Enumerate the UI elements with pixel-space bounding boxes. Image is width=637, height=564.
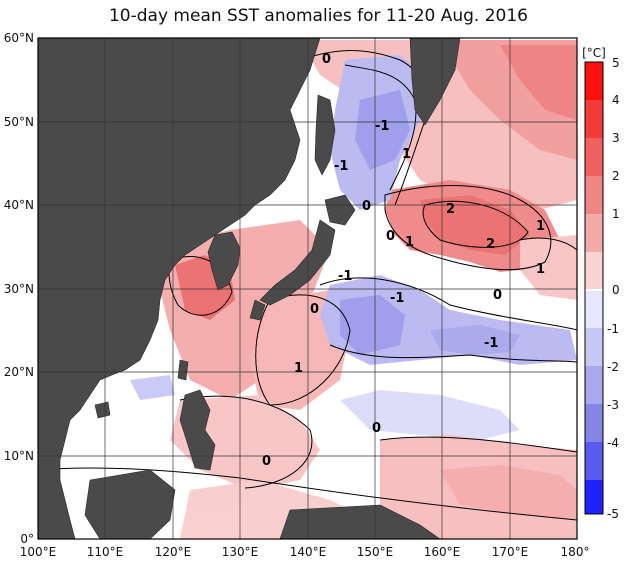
contour-label: 2 xyxy=(486,237,495,252)
lat-label: 50°N xyxy=(4,115,34,129)
contour-label: 1 xyxy=(405,235,414,250)
contour-label: 2 xyxy=(446,202,455,217)
colorbar-label: 3 xyxy=(612,131,620,145)
map-frame xyxy=(37,37,578,540)
lon-label: 100°E xyxy=(20,545,57,559)
colorbar-label: -2 xyxy=(607,360,619,374)
colorbar-label: -1 xyxy=(607,322,619,336)
contour-labels: 0 -1 -1 0 1 0 1 2 2 1 1 -1 0 -1 0 -1 1 0… xyxy=(262,52,545,469)
lat-label: 10°N xyxy=(4,449,34,463)
contour-label: -1 xyxy=(334,159,348,174)
contour-lines xyxy=(38,50,577,521)
map-area: 0 -1 -1 0 1 0 1 2 2 1 1 -1 0 -1 0 -1 1 0… xyxy=(38,38,577,539)
contour-label: -1 xyxy=(375,119,389,134)
contour-label: 0 xyxy=(262,454,271,469)
contour-label: 0 xyxy=(372,421,381,436)
contour-label: 1 xyxy=(294,361,303,376)
lon-label: 110°E xyxy=(87,545,124,559)
lon-label: 170°E xyxy=(492,545,529,559)
map-title: 10-day mean SST anomalies for 11-20 Aug.… xyxy=(108,6,528,26)
contour-label: 0 xyxy=(322,52,331,67)
contour-label: -1 xyxy=(484,336,498,351)
contour-label: 0 xyxy=(310,302,319,317)
colorbar-label: -4 xyxy=(607,436,619,450)
contour-label: 1 xyxy=(402,147,411,162)
colorbar-label: 2 xyxy=(612,169,620,183)
contour-label: -1 xyxy=(390,291,404,306)
lat-label: 60°N xyxy=(4,31,34,45)
anomaly-fields xyxy=(130,40,577,539)
lon-label: 160°E xyxy=(424,545,461,559)
lat-label: 20°N xyxy=(4,365,34,379)
colorbar-label: -3 xyxy=(607,398,619,412)
colorbar-label: 0 xyxy=(612,283,620,297)
longitude-labels: 100°E 110°E 120°E 130°E 140°E 150°E 160°… xyxy=(20,545,590,559)
colorbar-label: -5 xyxy=(607,507,619,521)
colorbar: [°C] 5 4 3 2 1 0 -1 -2 -3 -4 -5 xyxy=(582,46,620,521)
contour-label: 0 xyxy=(362,199,371,214)
contour-label: 1 xyxy=(536,219,545,234)
colorbar-label: 1 xyxy=(612,207,620,221)
lat-label: 0° xyxy=(20,532,34,546)
contour-label: -1 xyxy=(338,269,352,284)
grid-lines xyxy=(38,38,577,539)
lon-label: 130°E xyxy=(222,545,259,559)
lon-label: 180° xyxy=(561,545,590,559)
land xyxy=(38,38,461,539)
lat-label: 30°N xyxy=(4,282,34,296)
colorbar-unit: [°C] xyxy=(582,46,606,60)
lon-label: 140°E xyxy=(290,545,327,559)
lon-label: 120°E xyxy=(155,545,192,559)
colorbar-label: 4 xyxy=(612,93,620,107)
latitude-labels: 60°N 50°N 40°N 30°N 20°N 10°N 0° xyxy=(4,31,34,546)
colorbar-label: 5 xyxy=(612,56,620,70)
lat-label: 40°N xyxy=(4,198,34,212)
contour-label: 1 xyxy=(536,262,545,277)
contour-label: 0 xyxy=(386,229,395,244)
contour-label: 0 xyxy=(493,288,502,303)
lon-label: 150°E xyxy=(357,545,394,559)
